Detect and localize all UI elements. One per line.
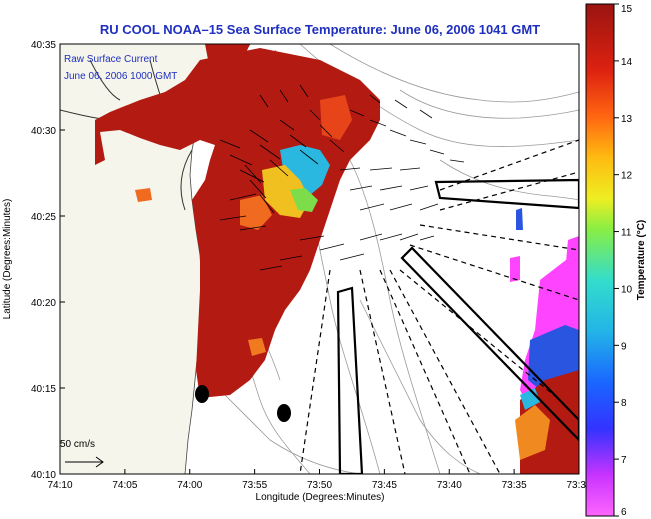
x-axis-label: Longitude (Degrees:Minutes) xyxy=(256,492,385,503)
y-tick-label: 40:25 xyxy=(31,212,56,223)
colorbar-label: Temperature (°C) xyxy=(636,220,647,301)
colorbar-tick-label: 13 xyxy=(621,114,633,125)
x-tick-label: 73:50 xyxy=(307,480,332,491)
x-tick-label: 74:00 xyxy=(177,480,202,491)
colorbar-tick-label: 11 xyxy=(621,228,632,239)
colorbar xyxy=(585,3,615,517)
current-vectors xyxy=(219,84,465,271)
sst-warm-north xyxy=(205,44,250,70)
x-tick-label: 73:40 xyxy=(437,480,462,491)
x-axis-ticks: 74:10 74:05 74:00 73:55 73:50 73:45 73:40 73:35… xyxy=(47,469,592,491)
x-tick-label: 73:30 xyxy=(566,480,591,491)
colorbar-tick-label: 15 xyxy=(621,4,633,15)
sst-magenta-small xyxy=(510,256,520,282)
radar-coverage-lines xyxy=(299,139,579,474)
colorbar-tick-label: 9 xyxy=(621,341,627,352)
x-tick-label: 73:45 xyxy=(372,480,397,491)
polygon-east-narrow xyxy=(434,178,579,210)
sst-green-plume xyxy=(290,188,318,212)
y-axis-label: Latitude (Degrees:Minutes) xyxy=(2,199,13,320)
x-tick-label: 74:10 xyxy=(47,480,72,491)
colorbar-tick-label: 8 xyxy=(621,398,627,409)
scale-arrow xyxy=(65,456,104,468)
polygon-southeast xyxy=(400,246,579,442)
y-tick-label: 40:35 xyxy=(31,40,56,51)
y-tick-label: 40:15 xyxy=(31,384,56,395)
y-tick-label: 40:10 xyxy=(31,470,56,481)
map-content xyxy=(60,44,579,474)
y-axis-ticks: 40:35 40:30 40:25 40:20 40:15 40:10 xyxy=(31,40,65,481)
station-marker-1 xyxy=(195,385,209,403)
colorbar-tick-label: 14 xyxy=(621,57,633,68)
sst-magenta-top xyxy=(566,236,579,268)
station-marker-2 xyxy=(277,404,291,422)
sst-blue-small xyxy=(516,208,523,230)
colorbar-tick-label: 6 xyxy=(621,507,627,518)
figure-title: RU COOL NOAA–15 Sea Surface Temperature:… xyxy=(100,22,540,37)
sst-orange-south xyxy=(248,338,266,356)
colorbar-tick-label: 12 xyxy=(621,171,633,182)
x-tick-label: 73:35 xyxy=(502,480,527,491)
inset-legend-line1: Raw Surface Current xyxy=(64,54,158,65)
y-tick-label: 40:20 xyxy=(31,298,56,309)
colorbar-tick-label: 10 xyxy=(621,284,633,295)
sst-warm-region xyxy=(95,48,380,398)
colorbar-tick-label: 7 xyxy=(621,455,627,466)
polygon-south-narrow xyxy=(336,286,364,474)
y-tick-label: 40:30 xyxy=(31,126,56,137)
sst-orange-southeast xyxy=(515,405,550,460)
coverage-polygons xyxy=(336,178,579,474)
x-tick-label: 73:55 xyxy=(242,480,267,491)
sst-orange-band-2 xyxy=(320,95,352,140)
scale-arrow-label: 50 cm/s xyxy=(60,439,95,450)
inset-legend-line2: June 06, 2006 1000 GMT xyxy=(64,71,177,82)
sst-small-patch xyxy=(135,188,152,202)
sst-orange-band xyxy=(240,195,272,230)
x-tick-label: 74:05 xyxy=(112,480,137,491)
colorbar-ticks: 15 14 13 12 11 10 9 8 7 6 xyxy=(614,3,633,518)
